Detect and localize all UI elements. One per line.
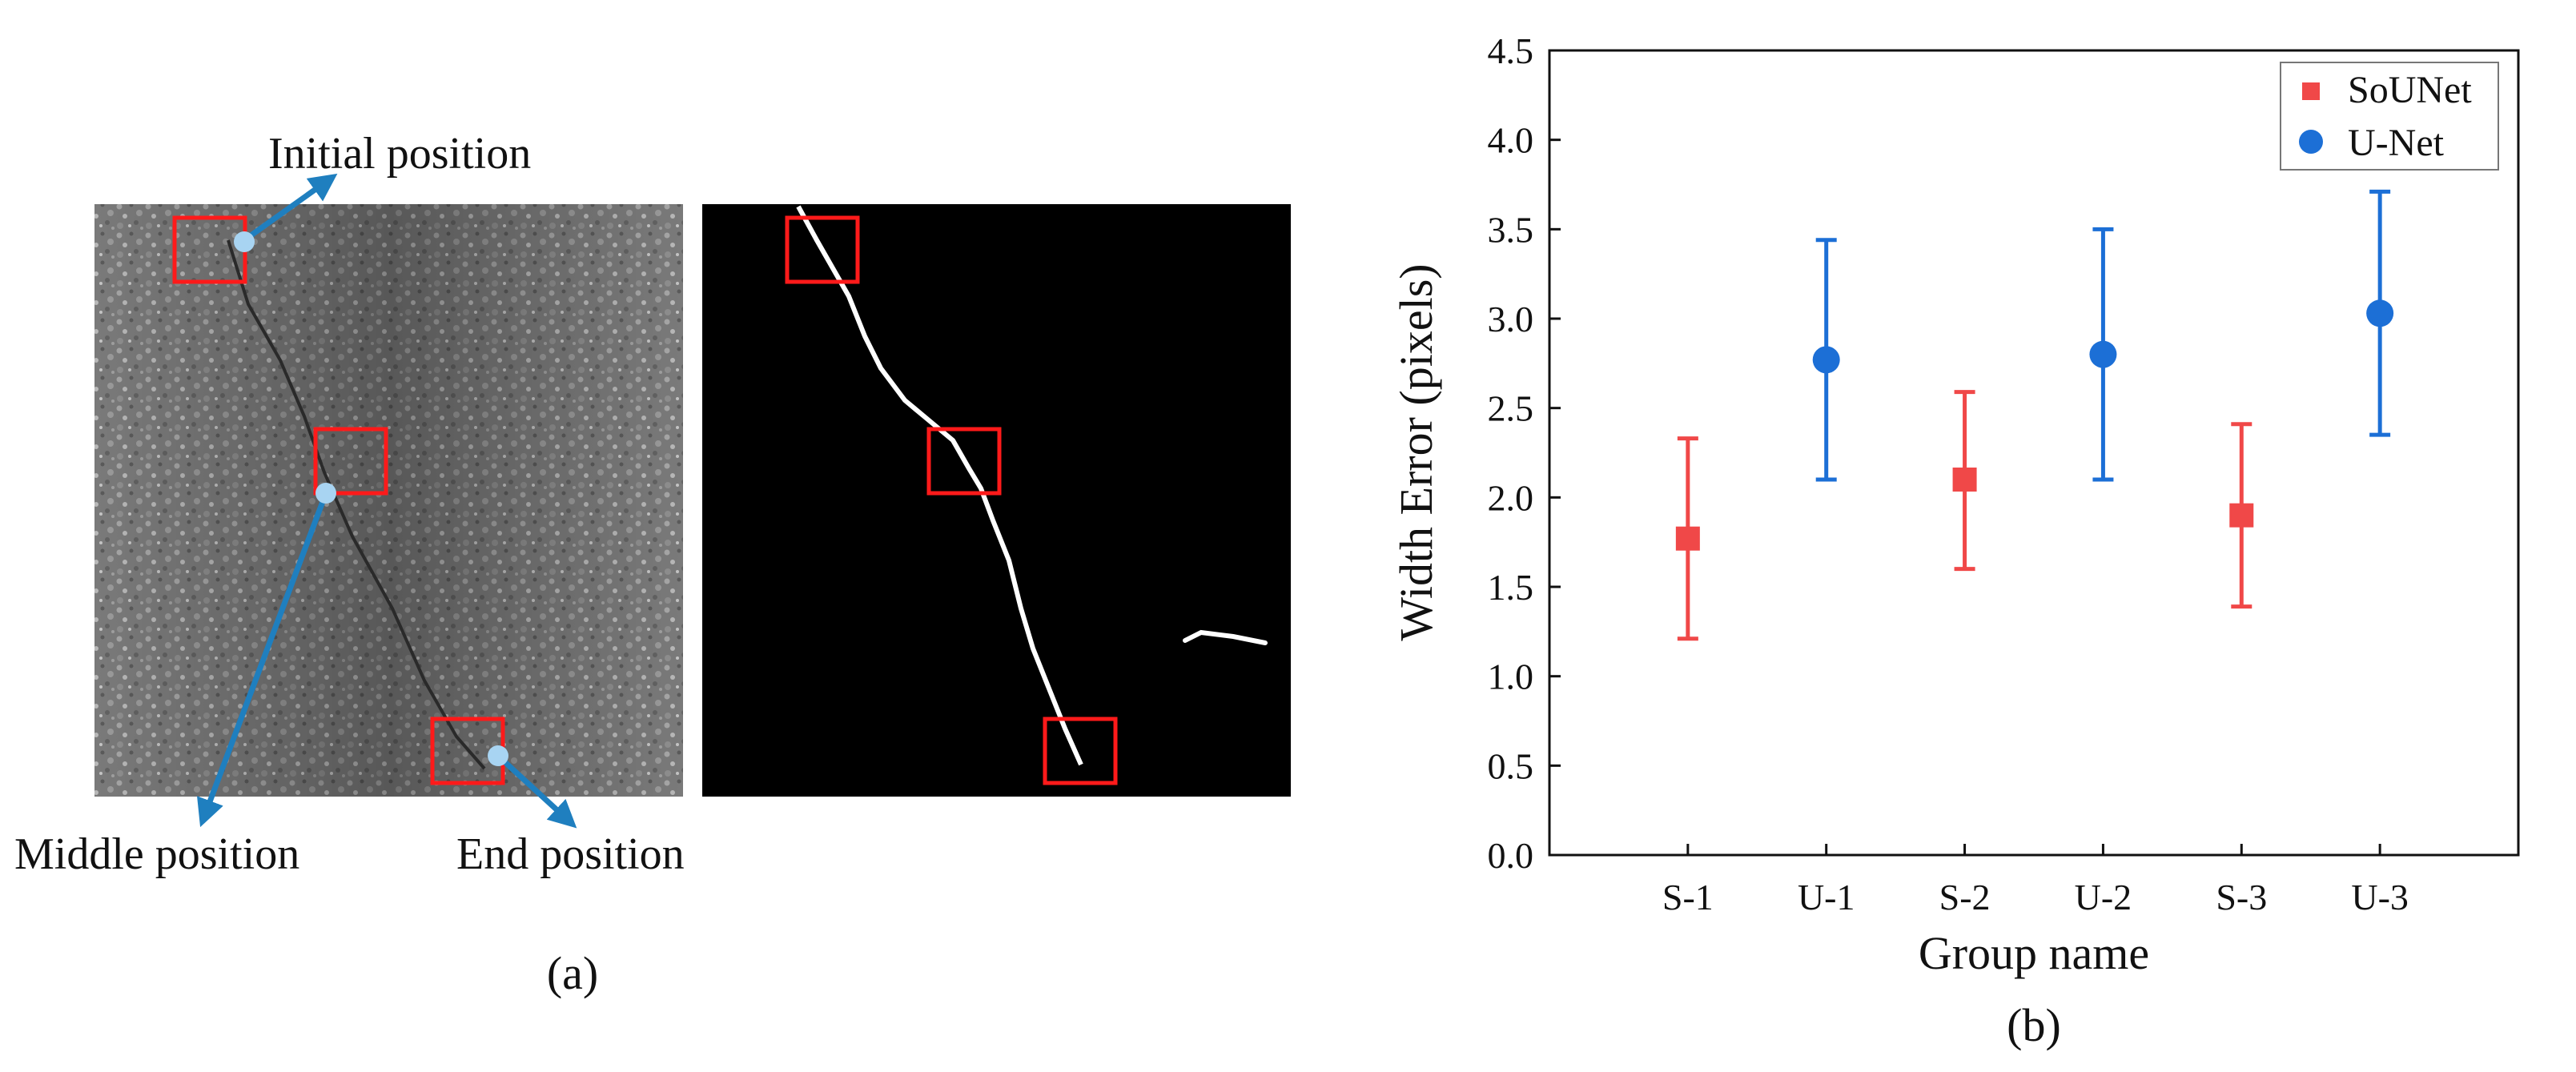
point-marker-circle [2366, 299, 2394, 327]
x-tick-label: U-1 [1798, 877, 1855, 917]
y-tick-label: 4.5 [1488, 30, 1534, 71]
y-tick-label: 0.0 [1488, 835, 1534, 876]
y-tick-label: 1.0 [1488, 656, 1534, 697]
mask-roi-middle-box [926, 427, 1002, 496]
point-marker-square [1952, 468, 1977, 492]
label-middle-position: Middle position [14, 829, 299, 879]
legend-soUNet-marker-icon [2302, 82, 2320, 100]
chart-panel-b: 0.0 0.5 1.0 1.5 2.0 2.5 3.0 3.5 4.0 4.5 S-1 U-1 S-2… [1390, 30, 2520, 1051]
mask-crack-fragment [1183, 629, 1268, 645]
y-axis-label: Width Error (pixels) [1390, 263, 1442, 640]
x-axis-label: Group name [1919, 927, 2149, 979]
legend-unet-marker-icon [2299, 130, 2323, 154]
mask-roi-end-box [1043, 717, 1118, 785]
caption-b: (b) [2007, 999, 2061, 1051]
plot-frame [1548, 49, 2520, 857]
point-marker-circle [1812, 346, 1840, 374]
point-marker-square [1675, 526, 1700, 551]
point-marker-circle [2089, 340, 2117, 368]
plot-marks [1675, 189, 2394, 641]
label-end-position: End position [456, 829, 685, 879]
pavement-photo [94, 204, 683, 797]
y-axis: 0.0 0.5 1.0 1.5 2.0 2.5 3.0 3.5 4.0 4.5 [1488, 30, 1561, 876]
roi-middle-box [313, 427, 388, 496]
crack-line [227, 239, 486, 770]
data-point-s-1 [1675, 436, 1700, 641]
x-axis: S-1 U-1 S-2 U-2 S-3 U-3 [1662, 844, 2409, 917]
point-marker-square [2229, 503, 2254, 528]
mask-crack-main [796, 205, 1083, 766]
pointer-initial [234, 173, 338, 252]
y-tick-label: 3.0 [1488, 299, 1534, 339]
x-tick-label: S-1 [1662, 877, 1714, 917]
legend: SoUNet U-Net [2280, 62, 2499, 171]
x-tick-label: U-2 [2075, 877, 2132, 917]
data-point-u-3 [2366, 189, 2394, 437]
data-point-s-3 [2229, 422, 2254, 609]
legend-unet-label: U-Net [2348, 122, 2445, 164]
data-point-u-1 [1812, 238, 1840, 482]
panel-a: Initial position Middle position End pos… [14, 129, 1291, 999]
segmentation-mask [702, 204, 1291, 797]
y-tick-label: 0.5 [1488, 745, 1534, 786]
mask-roi-initial-box [785, 215, 860, 284]
pointer-end [488, 745, 577, 829]
x-tick-label: S-3 [2216, 877, 2267, 917]
y-tick-label: 4.0 [1488, 120, 1534, 161]
y-tick-label: 2.0 [1488, 477, 1534, 518]
y-tick-label: 2.5 [1488, 388, 1534, 429]
legend-soUNet-label: SoUNet [2348, 69, 2472, 111]
y-tick-label: 1.5 [1488, 567, 1534, 608]
x-tick-label: U-3 [2351, 877, 2409, 917]
x-tick-label: S-2 [1939, 877, 1991, 917]
caption-a: (a) [547, 947, 598, 999]
data-point-u-2 [2089, 227, 2117, 482]
pointer-middle [197, 483, 336, 828]
data-point-s-2 [1952, 390, 1977, 572]
y-tick-label: 3.5 [1488, 209, 1534, 250]
label-initial-position: Initial position [268, 129, 531, 179]
